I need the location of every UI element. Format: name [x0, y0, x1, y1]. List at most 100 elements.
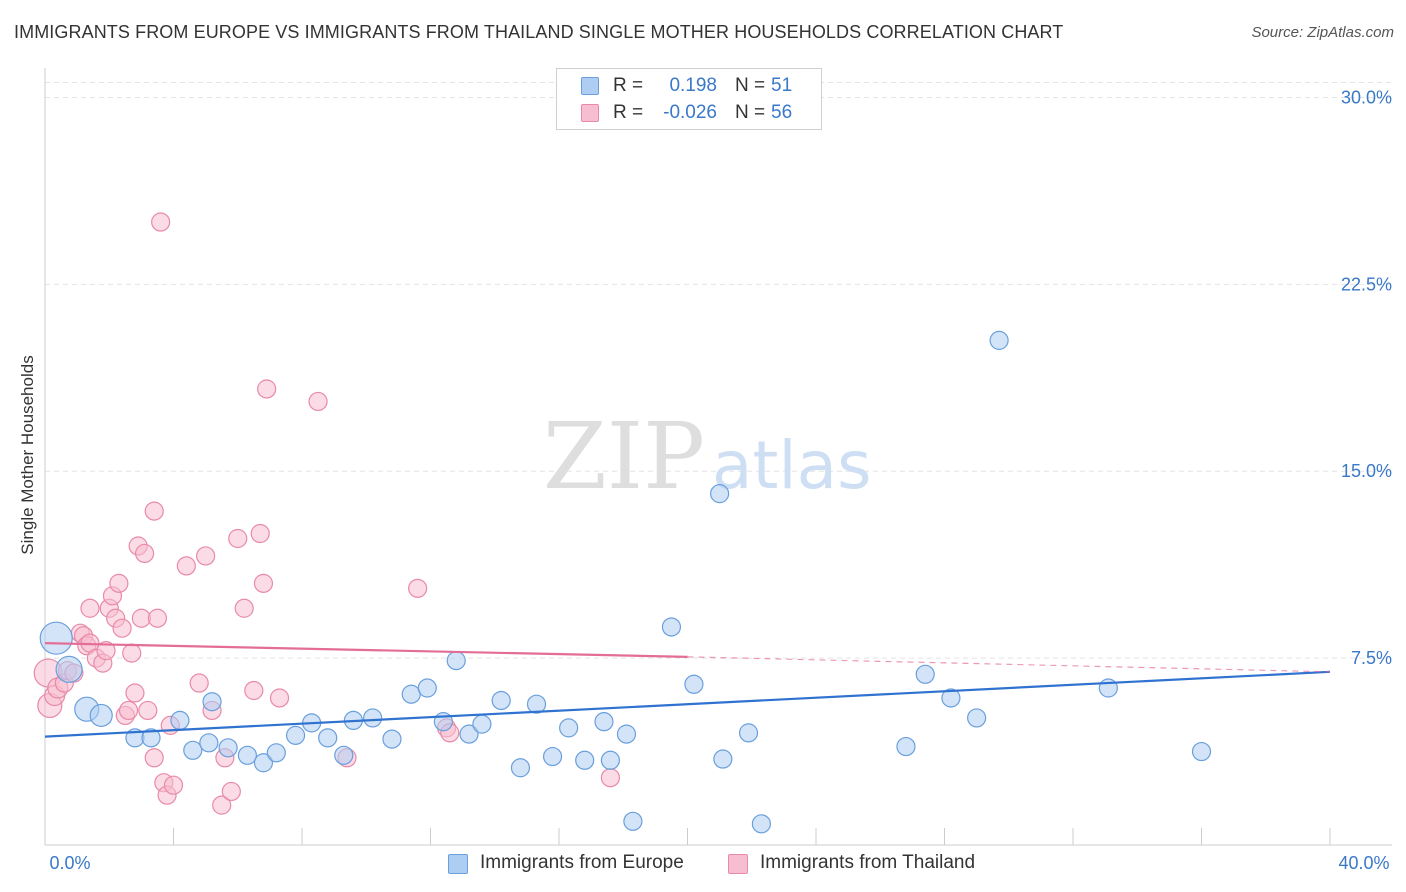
thailand-point — [118, 700, 139, 721]
y-tick-label: 15.0% — [1341, 461, 1392, 481]
europe-point — [989, 330, 1009, 350]
europe-point — [542, 746, 563, 767]
europe-point — [941, 688, 961, 708]
europe-point — [39, 621, 73, 655]
r-label: R = — [613, 102, 644, 123]
thailand-point — [228, 528, 248, 549]
europe-point — [967, 708, 987, 728]
thailand-point — [196, 546, 216, 566]
europe-point — [915, 664, 935, 684]
thailand-point — [250, 523, 270, 544]
thailand-point — [144, 501, 164, 521]
watermark: ZIP atlas — [543, 403, 872, 510]
thailand-point — [176, 556, 196, 576]
thailand-point — [163, 775, 184, 795]
thailand-point — [212, 795, 232, 815]
thailand-point — [151, 212, 171, 232]
series-thailand-points — [33, 212, 621, 815]
n-value: 51 — [771, 75, 793, 96]
thailand-point — [308, 391, 328, 412]
europe-point — [1191, 741, 1212, 762]
r-value: -0.026 — [663, 102, 717, 123]
europe-point — [218, 738, 238, 758]
thailand-trend-line — [44, 642, 688, 658]
europe-point — [237, 745, 257, 765]
legend-label-thailand: Immigrants from Thailand — [760, 852, 976, 873]
thailand-point — [600, 768, 621, 788]
europe-point — [472, 714, 492, 734]
gridlines — [45, 81, 1392, 659]
legend-row-europe: R = 0.198 N = 51 — [557, 73, 821, 99]
legend-swatch-thailand — [728, 854, 748, 874]
thailand-point — [253, 573, 274, 593]
y-tick-label: 30.0% — [1341, 87, 1392, 107]
europe-point — [575, 750, 595, 770]
thailand-point — [221, 781, 241, 802]
thailand-point — [257, 379, 277, 399]
europe-point — [334, 745, 354, 765]
tick-labels: 0.0% 40.0% 7.5% 15.0% 22.5% 30.0% — [49, 87, 1392, 873]
legend-swatch-thailand — [581, 104, 599, 122]
europe-point — [684, 674, 704, 694]
europe-point — [713, 749, 733, 769]
thailand-point — [134, 543, 155, 564]
source-credit: Source: ZipAtlas.com — [1251, 24, 1394, 41]
watermark-zip: ZIP — [543, 403, 705, 510]
thailand-point — [234, 598, 254, 618]
europe-point — [446, 651, 466, 671]
europe-point — [202, 692, 222, 712]
europe-point — [661, 617, 682, 637]
europe-point — [253, 753, 274, 773]
europe-point — [401, 684, 421, 704]
x-tick-label-min: 0.0% — [49, 853, 90, 873]
legend-item-thailand[interactable]: Immigrants from Thailand — [728, 852, 998, 876]
thailand-point — [125, 683, 145, 703]
thailand-point — [96, 641, 116, 661]
thailand-point — [80, 598, 100, 618]
thailand-point — [189, 673, 209, 693]
europe-point — [318, 728, 338, 748]
europe-point — [896, 736, 916, 757]
thailand-point — [109, 573, 129, 593]
europe-point — [738, 723, 759, 743]
europe-point — [89, 703, 113, 728]
y-tick-label: 22.5% — [1341, 274, 1392, 294]
legend-swatch-europe — [581, 77, 599, 95]
thailand-point — [244, 680, 264, 701]
thailand-point — [131, 608, 151, 628]
thailand-point — [408, 578, 428, 598]
thailand-point — [138, 700, 158, 721]
europe-point — [55, 655, 83, 683]
europe-point — [141, 728, 161, 748]
europe-point — [459, 724, 479, 744]
thailand-point — [144, 748, 164, 768]
europe-point — [616, 724, 637, 744]
europe-point — [526, 694, 547, 714]
thailand-point — [112, 618, 132, 638]
europe-point — [491, 690, 511, 711]
thailand-point — [269, 688, 290, 708]
europe-point — [183, 740, 203, 760]
thailand-point — [122, 643, 142, 663]
y-tick-label: 7.5% — [1351, 648, 1392, 668]
europe-point — [600, 750, 621, 770]
legend-item-europe[interactable]: Immigrants from Europe — [448, 852, 708, 876]
n-label: N = — [735, 102, 766, 123]
europe-point — [170, 710, 190, 731]
series-europe-points — [39, 330, 1212, 834]
legend-swatch-europe — [448, 854, 468, 874]
europe-point — [510, 758, 531, 778]
europe-point — [285, 725, 306, 745]
correlation-legend: R = 0.198 N = 51 R = -0.026 N = 56 — [556, 68, 822, 130]
europe-point — [559, 718, 579, 738]
n-value: 56 — [771, 102, 793, 123]
europe-point — [417, 678, 437, 698]
r-label: R = — [613, 75, 644, 96]
europe-point — [623, 811, 643, 831]
legend-row-thailand: R = -0.026 N = 56 — [557, 100, 821, 126]
x-tick-label-max: 40.0% — [1338, 853, 1389, 873]
europe-point — [266, 743, 286, 763]
thailand-point — [147, 608, 168, 628]
chart-title: IMMIGRANTS FROM EUROPE VS IMMIGRANTS FRO… — [14, 22, 1064, 42]
legend-label-europe: Immigrants from Europe — [480, 852, 684, 873]
